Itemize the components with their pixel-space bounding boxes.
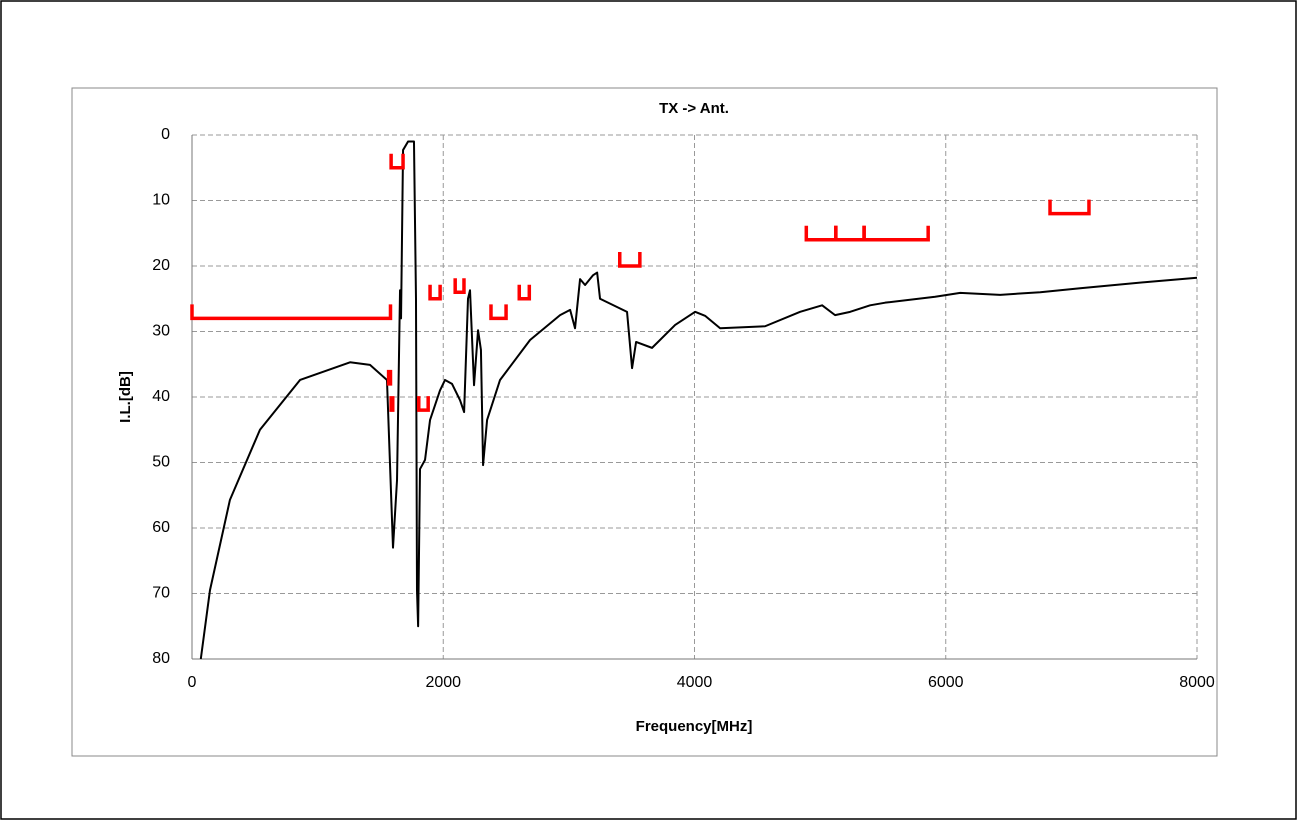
limit-bracket <box>389 153 405 170</box>
limit-bracket <box>428 284 442 301</box>
limit-bracket <box>862 225 930 242</box>
x-tick-label: 0 <box>188 674 197 691</box>
x-tick-label: 6000 <box>928 674 964 691</box>
y-tick-label: 70 <box>152 585 170 602</box>
chart-border <box>71 87 1218 757</box>
y-tick-label: 80 <box>152 650 170 667</box>
y-tick-label: 10 <box>152 192 170 209</box>
limit-bracket <box>489 304 508 321</box>
limit-bracket <box>1048 199 1091 216</box>
y-tick-label: 60 <box>152 519 170 536</box>
limit-bracket <box>453 278 466 294</box>
y-tick-label: 30 <box>152 323 170 340</box>
limit-bracket <box>618 252 642 268</box>
limit-bracket <box>517 284 532 301</box>
chart-title: TX -> Ant. <box>659 100 729 117</box>
y-tick-label: 0 <box>161 126 170 143</box>
limit-bracket <box>386 369 393 386</box>
y-tick-label: 40 <box>152 388 170 405</box>
limit-bracket <box>389 396 395 412</box>
x-tick-label: 4000 <box>677 674 713 691</box>
limit-bracket <box>417 396 430 412</box>
y-tick-label: 50 <box>152 454 170 471</box>
line <box>199 140 1198 660</box>
y-tick-label: 20 <box>152 257 170 274</box>
limit-bracket <box>190 304 393 321</box>
x-tick-label: 8000 <box>1179 674 1215 691</box>
y-axis-label: I.L.[dB] <box>117 371 134 423</box>
x-axis-label: Frequency[MHz] <box>636 718 753 735</box>
x-tick-label: 2000 <box>425 674 461 691</box>
